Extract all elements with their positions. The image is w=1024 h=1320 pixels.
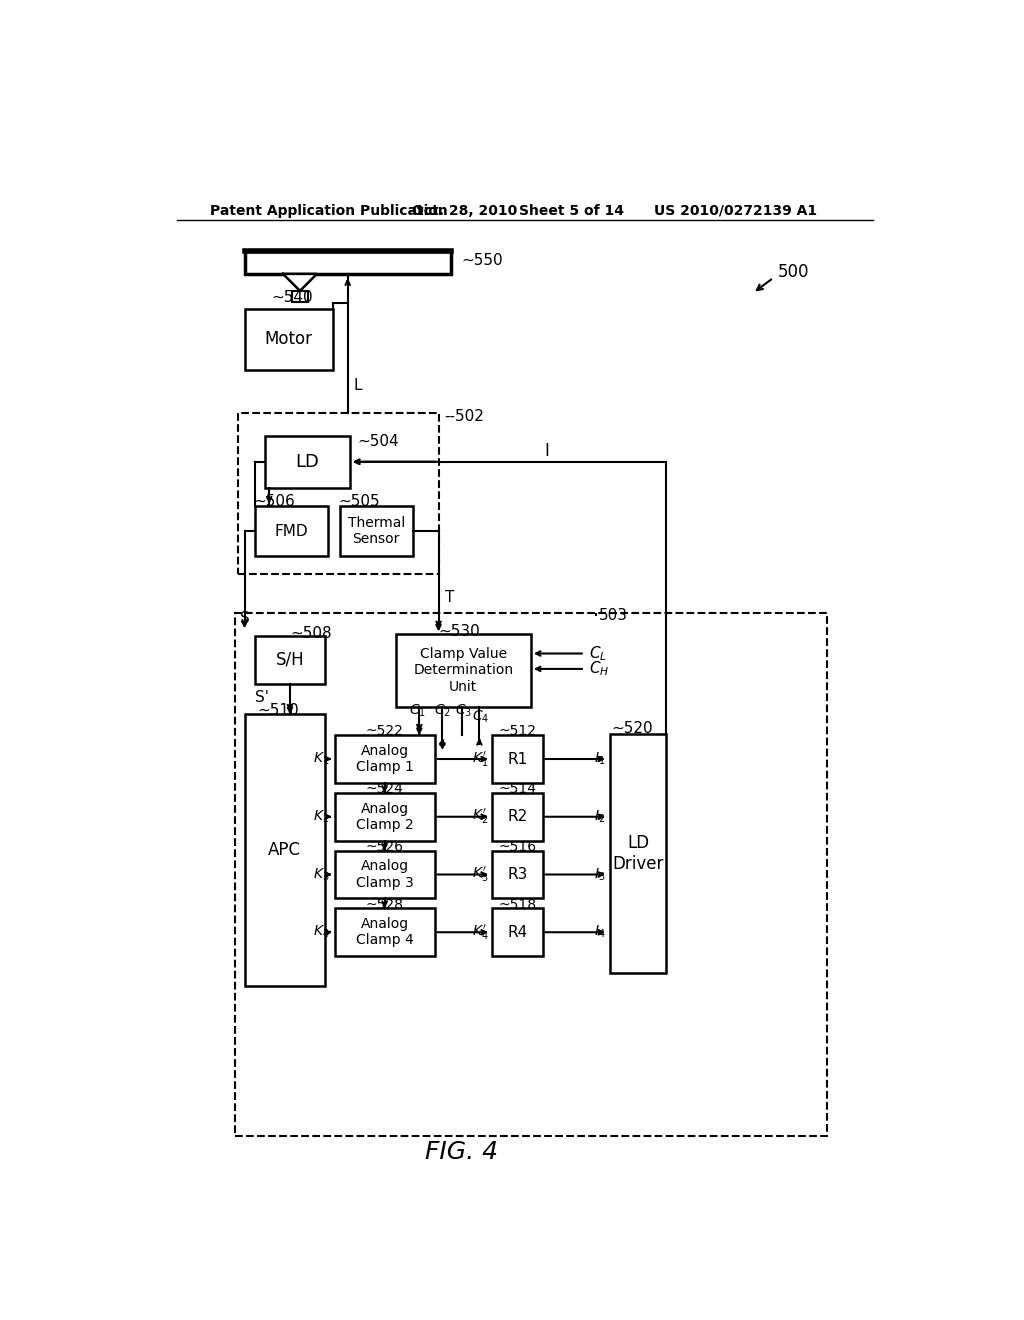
Text: ~505: ~505 (339, 494, 380, 510)
Text: S: S (240, 611, 250, 627)
Text: $I_1$: $I_1$ (594, 751, 605, 767)
Text: Analog
Clamp 1: Analog Clamp 1 (355, 744, 414, 774)
Bar (265, 436, 350, 488)
Text: LD
Driver: LD Driver (612, 834, 664, 873)
Text: --502: --502 (444, 409, 484, 424)
Text: Sheet 5 of 14: Sheet 5 of 14 (519, 203, 625, 218)
Text: APC: APC (268, 841, 301, 859)
Text: 503: 503 (599, 609, 628, 623)
Bar (493, 908, 543, 956)
Text: Patent Application Publication: Patent Application Publication (210, 203, 447, 218)
Text: ~524: ~524 (366, 781, 403, 796)
Text: FIG. 4: FIG. 4 (425, 1139, 498, 1164)
Text: US 2010/0272139 A1: US 2010/0272139 A1 (654, 203, 817, 218)
Text: R4: R4 (507, 925, 527, 940)
Text: ~514: ~514 (499, 781, 537, 796)
Bar (245, 251, 451, 275)
Text: ~550: ~550 (462, 253, 503, 268)
Bar (335, 908, 435, 956)
Text: Thermal
Sensor: Thermal Sensor (347, 516, 404, 546)
Text: R2: R2 (507, 809, 527, 824)
Text: Analog
Clamp 3: Analog Clamp 3 (355, 859, 414, 890)
Text: ~528: ~528 (366, 898, 403, 912)
Bar (335, 850, 435, 899)
Text: $K_1'$: $K_1'$ (472, 750, 488, 768)
Text: R1: R1 (507, 751, 527, 767)
Text: ~526: ~526 (366, 840, 403, 854)
Bar (493, 735, 543, 783)
Bar (255, 507, 329, 557)
Bar (245, 309, 333, 370)
Text: $C_1$: $C_1$ (410, 704, 426, 719)
Text: Clamp Value
Determination
Unit: Clamp Value Determination Unit (413, 647, 513, 693)
Bar (610, 734, 666, 973)
Text: ~512: ~512 (499, 725, 537, 738)
Text: Oct. 28, 2010: Oct. 28, 2010 (412, 203, 517, 218)
Text: Analog
Clamp 4: Analog Clamp 4 (355, 917, 414, 948)
Text: $I_3$: $I_3$ (594, 866, 605, 883)
Text: $C_H$: $C_H$ (589, 660, 609, 678)
Text: I: I (544, 442, 549, 459)
Text: ~508: ~508 (290, 626, 332, 642)
Text: $I_4$: $I_4$ (594, 924, 605, 940)
Text: ~516: ~516 (499, 840, 537, 854)
Text: 500: 500 (777, 264, 809, 281)
Text: R3: R3 (507, 867, 527, 882)
Text: $C_2$: $C_2$ (434, 704, 451, 719)
Text: $K_3'$: $K_3'$ (472, 865, 488, 884)
Text: Analog
Clamp 2: Analog Clamp 2 (355, 801, 414, 832)
Bar (234, 612, 827, 1137)
Bar (335, 793, 435, 841)
Text: $C_4$: $C_4$ (472, 709, 489, 725)
Text: ~530: ~530 (438, 623, 480, 639)
Text: FMD: FMD (274, 524, 308, 539)
Text: $K_2'$: $K_2'$ (472, 807, 488, 826)
Text: ~510: ~510 (258, 704, 299, 718)
Text: $K_4'$: $K_4'$ (472, 923, 488, 942)
Bar (493, 850, 543, 899)
Bar (245, 714, 326, 986)
Text: $K_3$: $K_3$ (312, 866, 330, 883)
Text: $C_L$: $C_L$ (589, 644, 606, 663)
Text: ~518: ~518 (499, 898, 537, 912)
Text: LD: LD (296, 453, 319, 471)
Bar (335, 735, 435, 783)
Text: L: L (354, 378, 362, 393)
Text: S/H: S/H (275, 651, 304, 669)
Text: $K_1$: $K_1$ (313, 751, 330, 767)
Polygon shape (283, 275, 316, 290)
Bar (292, 290, 307, 302)
Bar (239, 412, 438, 574)
Text: ~520: ~520 (611, 721, 653, 735)
Text: $I_2$: $I_2$ (594, 809, 605, 825)
Text: Motor: Motor (264, 330, 312, 348)
Text: S': S' (255, 690, 269, 705)
Bar (493, 793, 543, 841)
Text: T: T (444, 590, 454, 605)
Text: $K_4$: $K_4$ (312, 924, 330, 940)
Bar (255, 636, 325, 684)
Text: ~540: ~540 (271, 289, 313, 305)
Text: $C_3$: $C_3$ (455, 704, 472, 719)
Bar (396, 635, 531, 708)
Text: $K_2$: $K_2$ (313, 809, 330, 825)
Bar (340, 507, 413, 557)
Text: ~504: ~504 (357, 434, 399, 449)
Text: ~522: ~522 (366, 725, 403, 738)
Text: ~506: ~506 (254, 494, 296, 510)
